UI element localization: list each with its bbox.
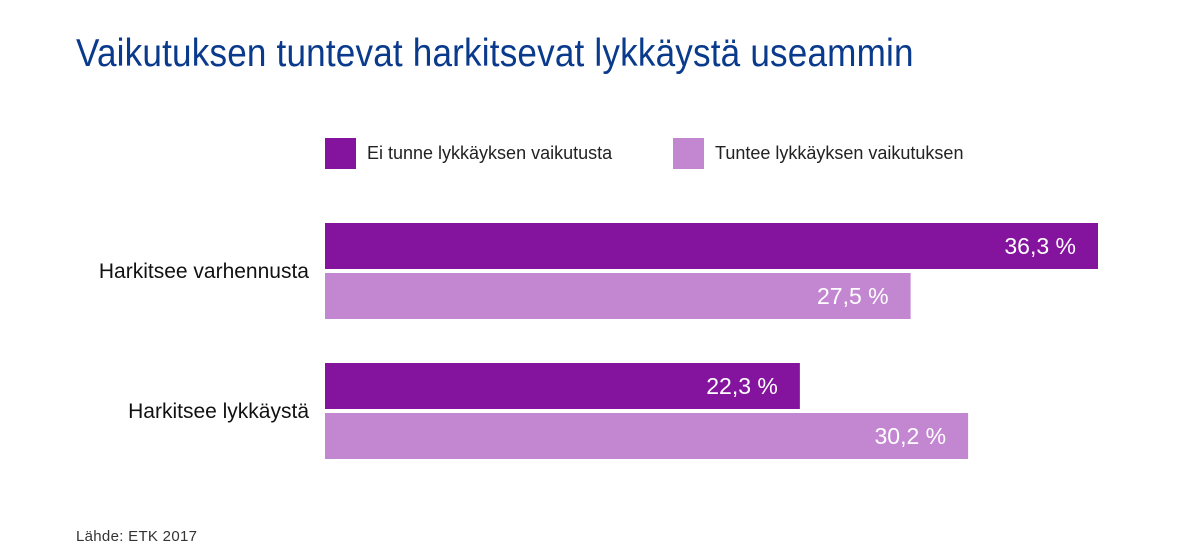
legend-item-ei-tunne: Ei tunne lykkäyksen vaikutusta xyxy=(325,136,612,170)
bar-value-label: 36,3 % xyxy=(1004,233,1076,259)
legend-swatch-tuntee xyxy=(673,137,704,169)
category-label: Harkitsee varhennusta xyxy=(99,260,309,283)
source-note: Lähde: ETK 2017 xyxy=(76,528,198,545)
bar-ei-tunne-0 xyxy=(325,223,1098,269)
chart-title: Vaikutuksen tuntevat harkitsevat lykkäys… xyxy=(76,32,914,75)
category-label: Harkitsee lykkäystä xyxy=(128,400,309,423)
bar-ei-tunne-1 xyxy=(325,363,800,409)
bar-tuntee-1 xyxy=(325,413,969,459)
bar-value-label: 27,5 % xyxy=(817,283,889,309)
legend-item-tuntee: Tuntee lykkäyksen vaikutuksen xyxy=(673,136,963,170)
legend-label-ei-tunne: Ei tunne lykkäyksen vaikutusta xyxy=(367,142,613,163)
legend: Ei tunne lykkäyksen vaikutusta Tuntee ly… xyxy=(0,136,1200,170)
bar-tuntee-0 xyxy=(325,273,911,319)
legend-label-tuntee: Tuntee lykkäyksen vaikutuksen xyxy=(715,142,964,163)
legend-swatch-ei-tunne xyxy=(325,137,356,169)
bar-value-label: 22,3 % xyxy=(706,373,778,399)
bar-value-label: 30,2 % xyxy=(874,423,946,449)
